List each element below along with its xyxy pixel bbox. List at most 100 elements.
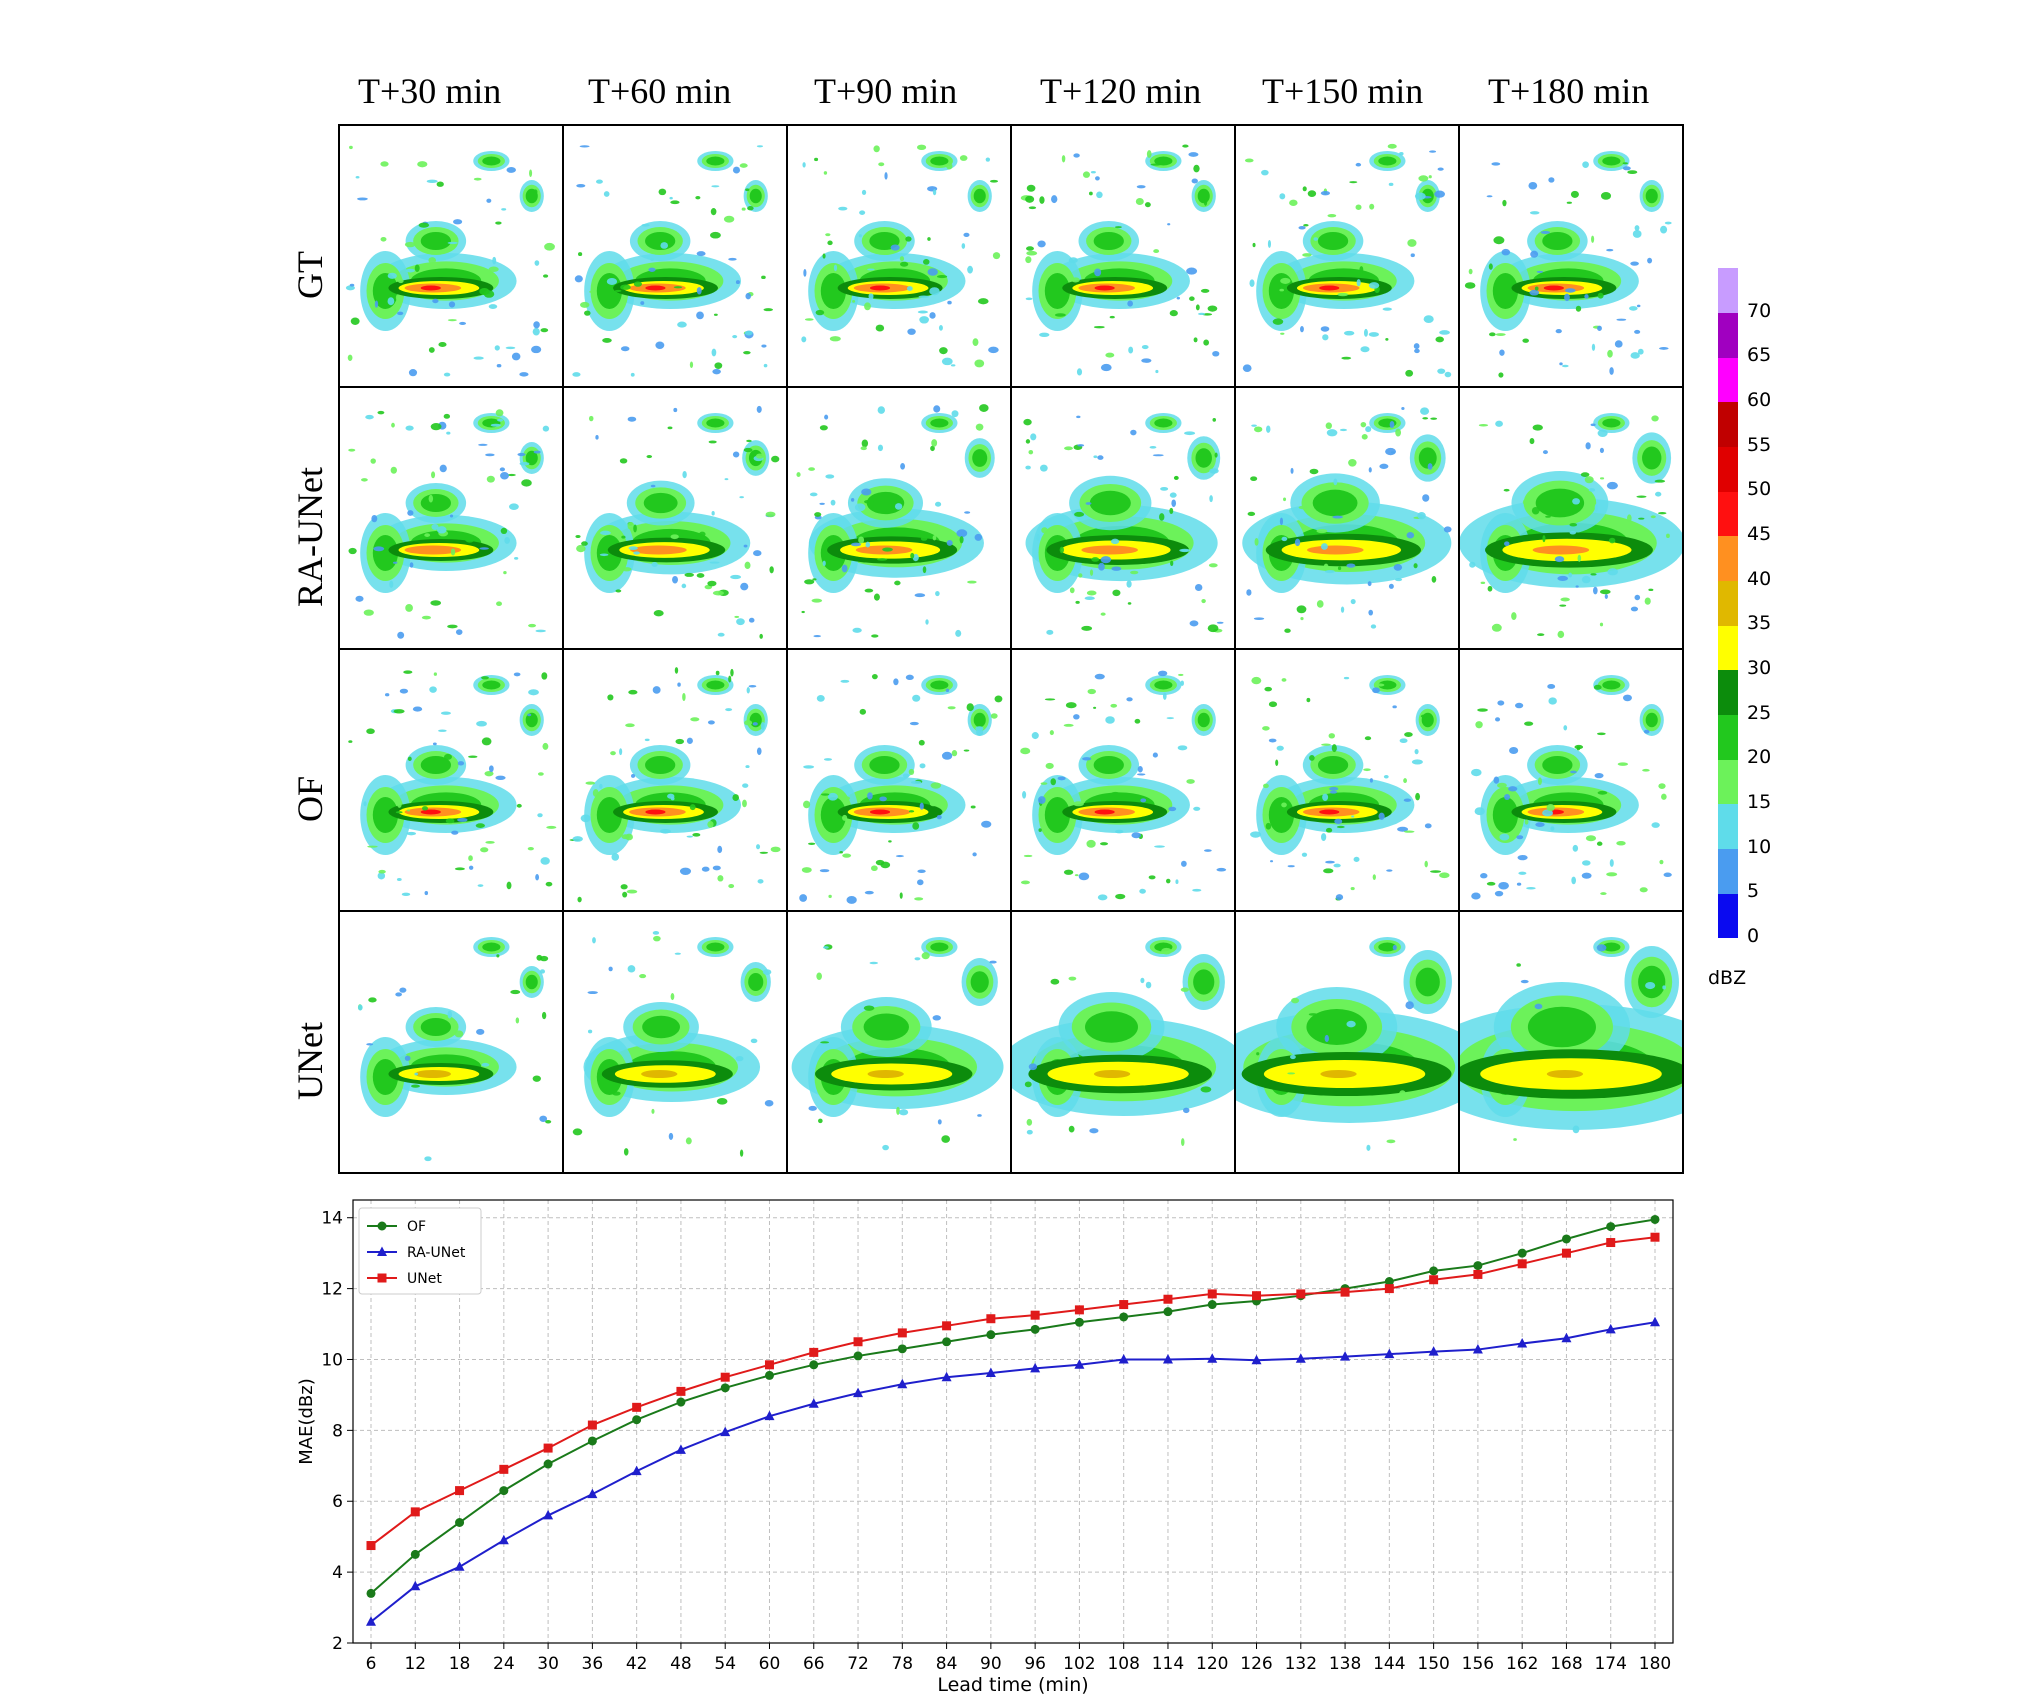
data-point: [1119, 1300, 1129, 1310]
radar-panel: [786, 648, 1012, 912]
data-point: [853, 1351, 863, 1361]
radar-panel: [562, 910, 788, 1174]
x-tick-label: 174: [1594, 1654, 1626, 1674]
colorbar-segment: [1718, 848, 1738, 894]
data-point: [1074, 1317, 1084, 1327]
column-title: T+150 min: [1262, 71, 1424, 111]
data-point: [720, 1372, 730, 1382]
x-tick-label: 150: [1417, 1654, 1449, 1674]
data-point: [764, 1370, 774, 1380]
data-point: [942, 1321, 952, 1331]
colorbar-tick-label: 0: [1747, 925, 1760, 947]
data-point: [1296, 1289, 1306, 1299]
data-point: [1340, 1287, 1350, 1297]
colorbar-tick-label: 40: [1747, 567, 1772, 590]
data-point: [366, 1616, 376, 1626]
data-point: [675, 1444, 686, 1454]
radar-panel: [1010, 910, 1236, 1174]
colorbar-segment: [1718, 268, 1738, 313]
series-line: [370, 1236, 1656, 1547]
data-point: [499, 1486, 509, 1496]
data-point: [1517, 1259, 1527, 1269]
data-point: [543, 1509, 554, 1520]
data-point: [941, 1371, 952, 1382]
column-title: T+60 min: [588, 71, 732, 111]
colorbar-tick-label: 10: [1747, 835, 1772, 858]
data-point: [1384, 1348, 1395, 1359]
radar-panel-grid: [338, 124, 1698, 1174]
data-point: [1650, 1232, 1660, 1242]
colorbar-segment: [1718, 580, 1738, 626]
colorbar-tick-label: 30: [1747, 657, 1772, 679]
data-point: [410, 1549, 420, 1559]
data-point: [764, 1360, 774, 1370]
radar-panel: [1010, 386, 1236, 650]
radar-panel: [1010, 648, 1236, 912]
data-point: [942, 1337, 952, 1347]
data-point: [1472, 1344, 1483, 1354]
y-tick-label: 12: [321, 1280, 343, 1300]
x-tick-label: 78: [891, 1654, 913, 1674]
colorbar-tick-label: 50: [1747, 478, 1772, 501]
colorbar-segment: [1718, 670, 1738, 715]
colorbar-segment: [1718, 446, 1738, 492]
x-tick-label: 156: [1462, 1654, 1494, 1674]
data-point: [1384, 1284, 1394, 1294]
x-axis-label: Lead time (min): [937, 1674, 1088, 1696]
x-tick-label: 114: [1152, 1654, 1184, 1674]
data-point: [1030, 1362, 1041, 1373]
x-tick-label: 36: [582, 1654, 604, 1674]
colorbar-tick-label: 20: [1747, 746, 1772, 769]
colorbar-segment: [1718, 491, 1738, 537]
data-point: [1207, 1300, 1217, 1310]
radar-panel: [1458, 386, 1684, 650]
radar-panel: [338, 910, 564, 1174]
radar-panel: [1234, 648, 1460, 912]
data-point: [1561, 1332, 1572, 1343]
colorbar-segment: [1718, 357, 1738, 403]
data-point: [410, 1580, 421, 1591]
data-point: [366, 1541, 376, 1551]
y-tick-label: 6: [332, 1492, 343, 1512]
data-point: [1561, 1248, 1571, 1258]
x-tick-label: 96: [1024, 1654, 1046, 1674]
colorbar-tick-label: 65: [1747, 344, 1772, 367]
column-title: T+30 min: [358, 71, 502, 111]
x-tick-label: 60: [759, 1654, 781, 1674]
data-point: [455, 1518, 465, 1528]
x-tick-label: 30: [537, 1654, 559, 1674]
data-point: [1030, 1310, 1040, 1320]
data-point: [366, 1588, 376, 1598]
data-point: [1606, 1238, 1616, 1248]
data-point: [1030, 1324, 1040, 1334]
legend-label: OF: [407, 1219, 426, 1235]
data-point: [498, 1534, 509, 1545]
data-point: [720, 1383, 730, 1393]
legend-marker: [377, 1273, 387, 1283]
data-point: [1517, 1248, 1527, 1258]
data-point: [1119, 1312, 1129, 1322]
x-tick-label: 54: [714, 1654, 736, 1674]
legend-marker: [377, 1221, 387, 1231]
colorbar-segment: [1718, 893, 1738, 939]
x-tick-label: 84: [936, 1654, 958, 1674]
data-point: [1384, 1277, 1394, 1287]
data-point: [676, 1386, 686, 1396]
radar-panel: [1234, 910, 1460, 1174]
radar-panel: [786, 910, 1012, 1174]
radar-panel: [1010, 124, 1236, 388]
radar-panel: [338, 648, 564, 912]
y-tick-label: 14: [321, 1209, 343, 1229]
radar-panel: [338, 124, 564, 388]
colorbar-unit: dBZ: [1708, 967, 1747, 989]
colorbar-tick-label: 70: [1747, 299, 1772, 322]
x-tick-label: 48: [670, 1654, 692, 1674]
row-title: RA-UNet: [290, 467, 330, 607]
legend-label: RA-UNet: [407, 1245, 466, 1261]
data-point: [1561, 1234, 1571, 1244]
series-of: [366, 1214, 1660, 1598]
data-point: [454, 1561, 465, 1571]
radar-panel: [562, 386, 788, 650]
series-unet: [366, 1232, 1660, 1551]
x-tick-label: 162: [1506, 1654, 1538, 1674]
